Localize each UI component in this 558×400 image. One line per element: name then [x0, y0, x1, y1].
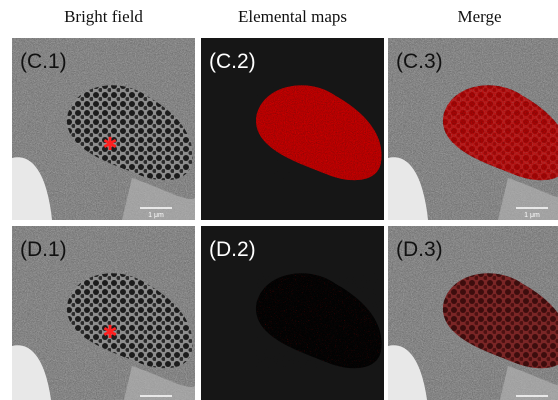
- light-region: [122, 178, 195, 220]
- panel-label: (C.2): [209, 50, 256, 73]
- column-header: Merge: [457, 7, 501, 26]
- image-panel: ✱(D.1)1 μm: [12, 226, 195, 400]
- scale-bar-label: 1 μm: [148, 212, 164, 219]
- panel-label: (D.3): [396, 238, 443, 261]
- light-region: [12, 157, 52, 220]
- panel-content: (C.3) 1 μm: [388, 38, 558, 220]
- light-region: [388, 157, 428, 220]
- image-panel: (C.3) 1 μm: [388, 38, 558, 220]
- light-region: [388, 345, 427, 400]
- panel-label: (D.1): [20, 238, 67, 261]
- marker: ✱: [102, 134, 117, 155]
- light-region: [499, 366, 558, 400]
- panel-label: (D.2): [209, 238, 256, 261]
- panel-content: (D.3)1 μm: [388, 226, 558, 400]
- panel-label: (C.1): [20, 50, 67, 73]
- image-panel: ✱ (C.1) 1 μm: [12, 38, 195, 220]
- image-panel: (C.2): [201, 38, 384, 220]
- panel-content: ✱ (C.1) 1 μm: [12, 38, 195, 220]
- column-header: Bright field: [64, 7, 143, 26]
- marker: ✱: [102, 322, 117, 343]
- panel-content: (D.2): [201, 226, 384, 400]
- light-region: [498, 178, 558, 220]
- image-panel: (D.2): [201, 226, 384, 400]
- panel-label: (C.3): [396, 50, 443, 73]
- light-region: [12, 345, 51, 400]
- column-header: Elemental maps: [238, 7, 347, 26]
- panel-content: ✱(D.1)1 μm: [12, 226, 195, 400]
- panel-content: (C.2): [201, 38, 384, 220]
- image-panel: (D.3)1 μm: [388, 226, 558, 400]
- light-region: [123, 366, 195, 400]
- scale-bar-label: 1 μm: [524, 212, 540, 219]
